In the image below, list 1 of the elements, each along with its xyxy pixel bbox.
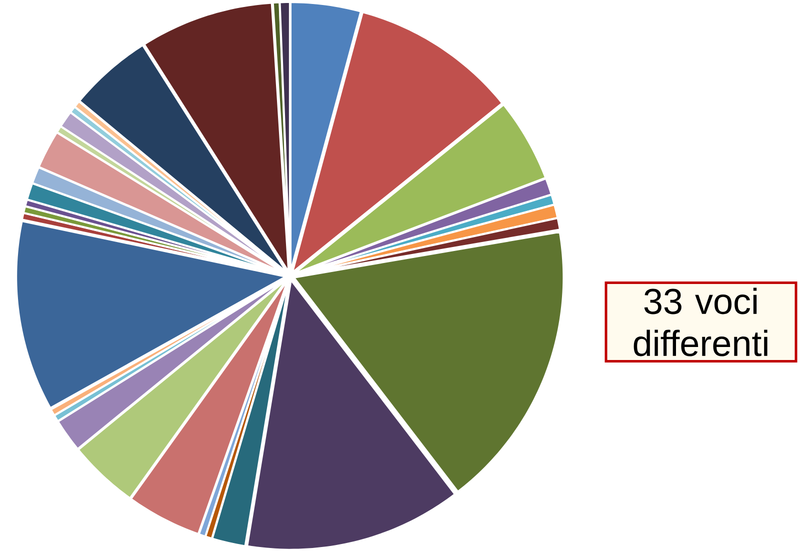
text: 33 voci differenti	[634, 288, 768, 356]
